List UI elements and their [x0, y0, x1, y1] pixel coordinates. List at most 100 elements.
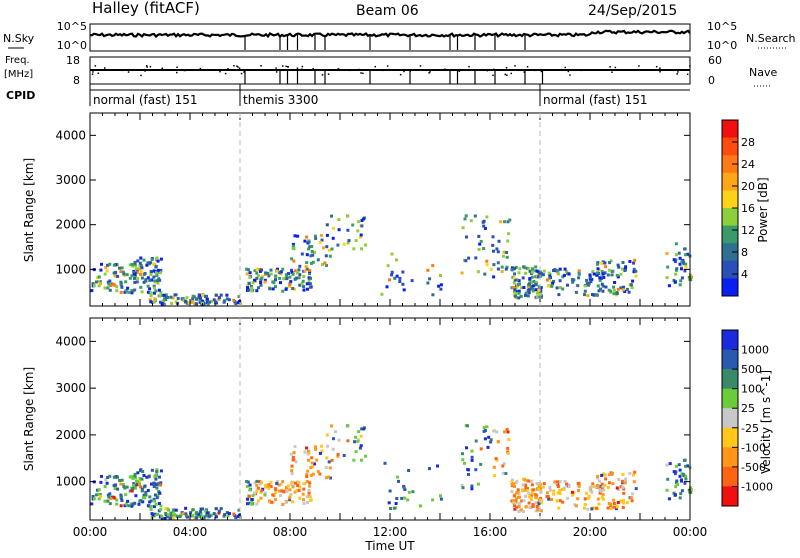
y-tick-label: 3000 — [55, 173, 86, 187]
echo-cell — [358, 235, 362, 239]
echo-cell — [493, 474, 497, 477]
echo-cell — [556, 491, 560, 495]
echo-cell — [142, 474, 146, 477]
echo-cell — [119, 495, 123, 499]
echo-cell — [687, 488, 691, 492]
echo-cell — [97, 280, 101, 283]
echo-cell — [90, 289, 94, 293]
echo-cell — [135, 270, 139, 274]
echo-cell — [419, 504, 422, 508]
echo-cell — [149, 300, 153, 304]
echo-cell — [674, 481, 678, 485]
echo-cell — [574, 290, 578, 294]
echo-cell — [402, 288, 406, 292]
echo-cell — [297, 489, 301, 492]
velocity-colorbar-label: Velocity [m s^-1] — [759, 370, 773, 474]
echo-cell — [153, 512, 157, 516]
echo-cell — [521, 483, 525, 487]
echo-cell — [165, 515, 169, 519]
y-tick-label: 4000 — [55, 334, 86, 348]
echo-cell — [517, 492, 521, 496]
noise-right-tick-top: 10^5 — [707, 20, 737, 33]
echo-cell — [632, 270, 636, 274]
echo-cell — [528, 505, 532, 509]
echo-cell — [621, 479, 624, 483]
echo-cell — [502, 254, 505, 258]
freq-point — [91, 73, 94, 75]
echo-cell — [354, 450, 358, 454]
echo-cell — [320, 238, 324, 242]
echo-cell — [161, 300, 165, 304]
echo-cell — [608, 473, 612, 477]
colorbar-swatch — [722, 190, 738, 209]
echo-cell — [155, 256, 159, 260]
freq-point — [505, 67, 508, 69]
echo-cell — [309, 285, 313, 289]
echo-cell — [140, 266, 144, 270]
echo-cell — [527, 491, 531, 495]
echo-cell — [291, 485, 295, 489]
echo-cell — [532, 488, 536, 492]
echo-cell — [96, 276, 99, 279]
echo-cell — [469, 219, 473, 223]
echo-cell — [105, 481, 109, 485]
echo-cell — [124, 289, 128, 293]
colorbar-swatch — [722, 155, 738, 174]
echo-cell — [129, 289, 133, 292]
echo-cell — [280, 489, 284, 493]
freq-point — [273, 69, 275, 71]
echo-cell — [305, 253, 309, 257]
echo-cell — [359, 434, 363, 438]
echo-cell — [310, 245, 314, 248]
echo-cell — [292, 259, 296, 263]
echo-cell — [506, 430, 510, 434]
echo-cell — [325, 444, 329, 448]
echo-cell — [330, 458, 334, 462]
echo-cell — [550, 498, 554, 501]
echo-cell — [515, 278, 519, 282]
echo-cell — [290, 472, 294, 475]
echo-cell — [519, 294, 523, 298]
echo-cell — [269, 480, 273, 484]
echo-cell — [276, 480, 279, 483]
echo-cell — [615, 273, 619, 277]
echo-cell — [395, 258, 398, 262]
echo-cell — [608, 261, 612, 265]
colorbar-tick-label: 12 — [741, 224, 755, 237]
freq-point — [386, 65, 389, 67]
echo-cell — [390, 252, 394, 256]
echo-cell — [346, 439, 350, 443]
echo-cell — [171, 516, 175, 520]
echo-cell — [337, 228, 341, 232]
echo-cell — [191, 514, 195, 518]
echo-cell — [245, 267, 249, 271]
echo-cell — [621, 473, 625, 476]
echo-cell — [357, 430, 361, 434]
echo-cell — [283, 276, 287, 280]
echo-cell — [171, 296, 175, 300]
echo-cell — [144, 279, 148, 283]
echo-cell — [530, 270, 534, 274]
echo-cell — [477, 234, 481, 238]
echo-cell — [148, 261, 152, 265]
echo-cell — [268, 500, 272, 504]
echo-cell — [109, 497, 113, 500]
echo-cell — [601, 493, 605, 497]
echo-cell — [253, 278, 256, 282]
echo-cell — [601, 484, 605, 488]
echo-cell — [505, 428, 509, 431]
echo-cell — [597, 502, 601, 506]
echo-cell — [506, 220, 510, 224]
echo-cell — [311, 253, 315, 257]
echo-cell — [674, 253, 678, 257]
echo-cell — [253, 481, 257, 485]
echo-cell — [301, 492, 305, 496]
echo-cell — [619, 272, 623, 276]
echo-cell — [292, 451, 296, 455]
y-tick-label: 2000 — [55, 218, 86, 232]
echo-cell — [567, 272, 571, 276]
echo-cell — [99, 282, 102, 286]
echo-cell — [267, 274, 271, 278]
echo-cell — [253, 269, 257, 273]
echo-cell — [665, 463, 669, 467]
